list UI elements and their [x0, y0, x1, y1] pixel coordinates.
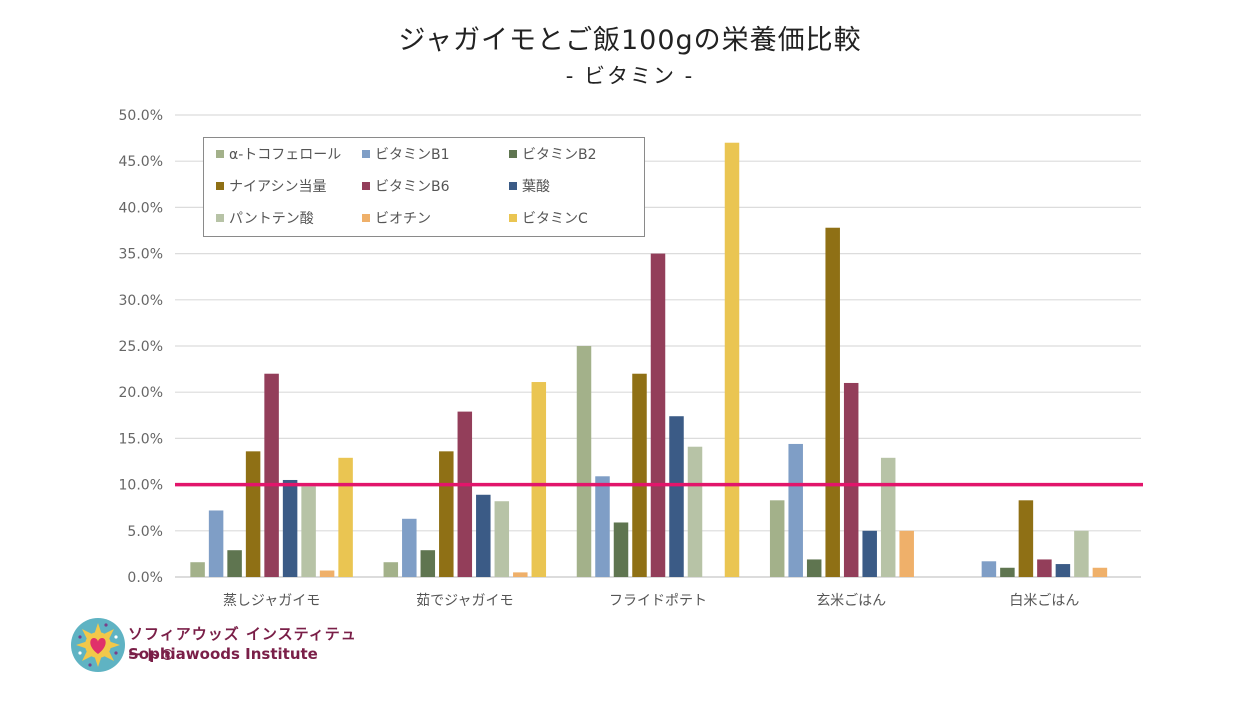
- legend-item: ビタミンB2: [509, 144, 597, 164]
- x-axis-labels: 蒸しジャガイモ 茹でジャガイモ フライドポテト 玄米ごはん 白米ごはん: [223, 592, 1079, 609]
- legend-item: ビタミンB1: [362, 144, 450, 164]
- legend-item: ビタミンC: [509, 208, 588, 228]
- y-tick-label: 10.0%: [119, 478, 163, 494]
- bar: [862, 530, 877, 577]
- logo: ソフィアウッズ インスティテュート® Sophiawoods Institute: [70, 617, 370, 673]
- bar: [301, 486, 316, 577]
- legend-item: 葉酸: [509, 176, 550, 196]
- chart-subtitle: - ビタミン -: [565, 64, 695, 88]
- legend-swatch: [362, 214, 370, 222]
- legend-label: ナイアシン当量: [229, 179, 327, 195]
- chart-title: ジャガイモとご飯100gの栄養価比較: [398, 25, 862, 56]
- bar: [494, 501, 510, 577]
- bar: [227, 550, 242, 577]
- bar: [476, 494, 491, 577]
- legend: α-トコフェロール ビタミンB1 ビタミンB2 ナイアシン当量 ビタミンB6 葉酸パントテ…: [203, 137, 645, 237]
- bar: [319, 570, 335, 577]
- y-tick-label: 30.0%: [119, 293, 163, 309]
- logo-name-en: Sophiawoods Institute: [128, 645, 318, 663]
- legend-label: ビタミンB2: [522, 147, 597, 163]
- y-tick-label: 0.0%: [127, 570, 163, 586]
- bar: [1000, 567, 1015, 577]
- bar: [190, 562, 205, 577]
- legend-swatch: [216, 214, 224, 222]
- bar: [1055, 564, 1071, 577]
- y-tick-label: 15.0%: [119, 431, 163, 447]
- legend-swatch: [509, 150, 517, 158]
- y-axis-ticks: 0.0% 5.0% 10.0% 15.0% 20.0% 25.0% 30.0% 35.0% 40…: [119, 108, 163, 586]
- bar: [245, 451, 261, 577]
- legend-swatch: [216, 150, 224, 158]
- legend-swatch: [509, 182, 517, 190]
- bar: [687, 446, 703, 577]
- x-tick-label: 白米ごはん: [1009, 593, 1079, 609]
- y-tick-label: 40.0%: [119, 200, 163, 216]
- bar: [1092, 567, 1108, 577]
- y-tick-label: 50.0%: [119, 108, 163, 124]
- bar: [208, 510, 224, 577]
- bar: [531, 382, 547, 577]
- legend-label: α-トコフェロール: [229, 147, 342, 163]
- logo-name-jp: ソフィアウッズ インスティテュート®: [128, 625, 357, 664]
- bar: [669, 416, 684, 577]
- legend-label: ビタミンB6: [375, 179, 450, 195]
- y-tick-label: 45.0%: [119, 154, 163, 170]
- legend-label: パントテン酸: [229, 211, 314, 227]
- bar: [576, 346, 592, 577]
- bar: [806, 559, 822, 577]
- x-tick-label: 玄米ごはん: [816, 592, 886, 609]
- x-tick-label: 茹でジャガイモ: [416, 592, 513, 609]
- bar: [595, 476, 610, 577]
- y-tick-label: 35.0%: [119, 247, 163, 263]
- legend-item: パントテン酸: [216, 208, 314, 228]
- legend-item: ビオチン: [362, 208, 431, 228]
- bar: [1037, 559, 1052, 577]
- legend-item: ビタミンB6: [362, 176, 450, 196]
- bar: [1074, 530, 1089, 577]
- bar: [613, 522, 629, 577]
- legend-item: α-トコフェロール: [216, 144, 341, 164]
- legend-swatch: [509, 214, 517, 222]
- bar: [825, 227, 840, 577]
- bar: [282, 479, 298, 577]
- bars: [190, 142, 1108, 577]
- bar: [402, 518, 417, 577]
- bar: [724, 142, 740, 577]
- bar: [383, 562, 399, 577]
- legend-swatch: [216, 182, 224, 190]
- legend-swatch: [362, 150, 370, 158]
- legend-swatch: [362, 182, 370, 190]
- x-tick-label: 蒸しジャガイモ: [223, 593, 320, 609]
- bar: [788, 443, 803, 577]
- bar: [420, 550, 436, 577]
- legend-item: ナイアシン当量: [216, 176, 326, 196]
- legend-label: ビオチン: [375, 211, 431, 227]
- bar: [899, 530, 914, 577]
- bar: [457, 411, 473, 577]
- legend-label: ビタミンB1: [375, 147, 450, 163]
- bar: [769, 500, 785, 577]
- bar: [650, 253, 666, 577]
- bar: [439, 451, 454, 577]
- bar: [981, 561, 997, 577]
- legend-label: ビタミンC: [522, 211, 588, 227]
- y-tick-label: 20.0%: [119, 385, 163, 401]
- bar: [1018, 500, 1034, 577]
- bar: [513, 572, 528, 577]
- bar: [880, 457, 896, 577]
- bar: [632, 373, 647, 577]
- x-tick-label: フライドポテト: [609, 593, 707, 609]
- legend-label: 葉酸: [522, 179, 550, 195]
- bar: [843, 382, 859, 577]
- sun-heart-logo-icon: [71, 618, 125, 672]
- y-tick-label: 25.0%: [119, 339, 163, 355]
- y-tick-label: 5.0%: [127, 524, 163, 540]
- bar: [338, 457, 353, 577]
- bar: [264, 373, 279, 577]
